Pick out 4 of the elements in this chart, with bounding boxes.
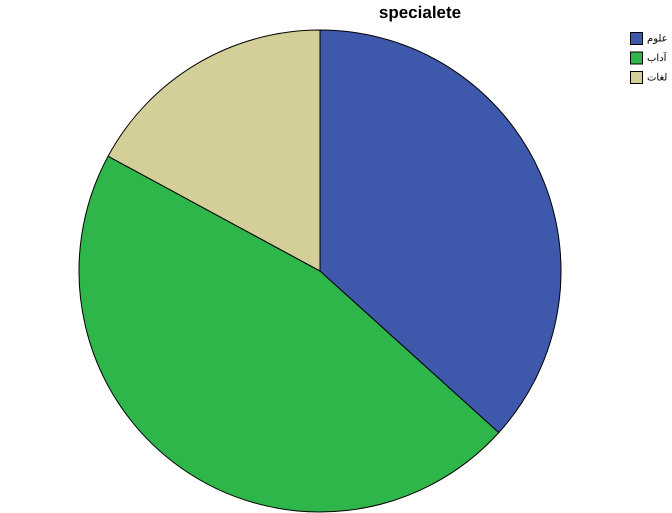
legend-label: علوم [647, 34, 668, 44]
legend-label: آداب [647, 51, 668, 64]
chart-title: specialete [378, 3, 462, 22]
legend-label: لغات [647, 72, 668, 84]
